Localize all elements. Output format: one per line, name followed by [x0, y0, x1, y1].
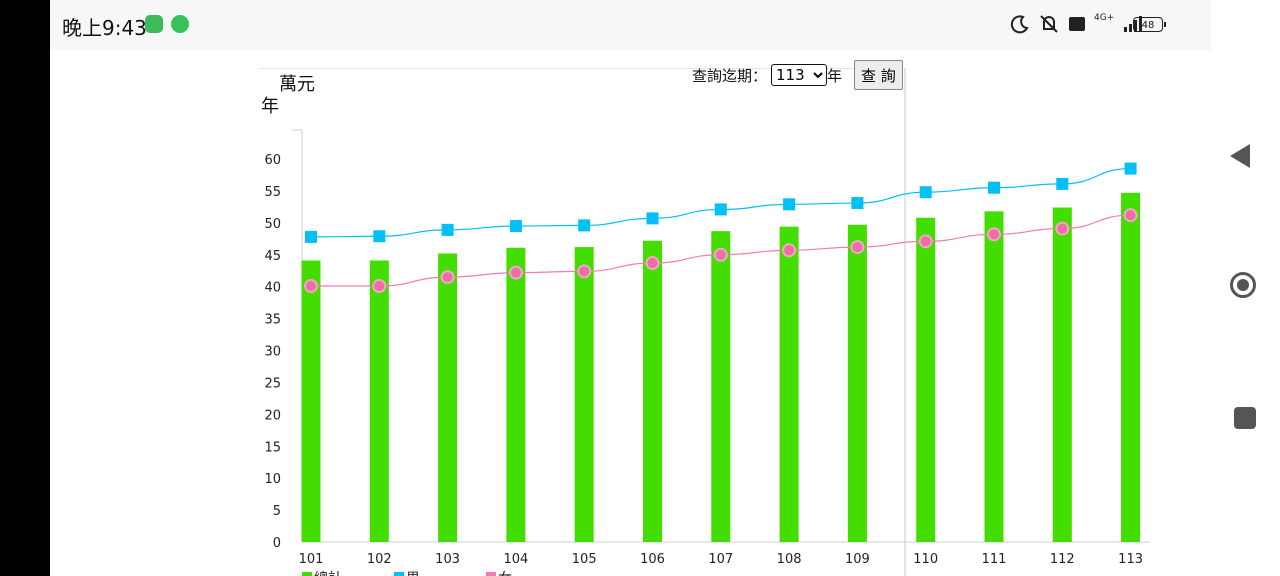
bar-total	[1121, 192, 1141, 542]
query-button[interactable]: 查 詢	[854, 60, 903, 90]
point-male	[441, 223, 454, 236]
point-male	[1124, 162, 1137, 175]
bar-total	[984, 211, 1004, 543]
point-male	[373, 230, 386, 243]
legend-label: 男	[406, 571, 420, 576]
x-tick-label: 102	[367, 552, 392, 567]
year-select[interactable]: 113	[771, 64, 828, 86]
y-tick-label: 55	[264, 185, 281, 200]
bar-total	[643, 240, 662, 542]
legend-swatch	[302, 572, 312, 576]
point-male	[714, 203, 727, 216]
point-female	[374, 281, 385, 292]
x-tick-label: 105	[572, 552, 597, 567]
point-female	[647, 258, 658, 269]
recent-apps-icon[interactable]	[1234, 407, 1256, 429]
point-male	[305, 230, 317, 243]
mute-icon	[1040, 15, 1058, 33]
point-female	[852, 242, 863, 253]
network-label: 4G+	[1094, 13, 1115, 23]
y-tick-label: 10	[264, 472, 281, 487]
bar-total	[779, 226, 799, 542]
x-tick-label: 112	[1050, 552, 1075, 567]
chart-top-border	[260, 68, 900, 69]
x-tick-label: 108	[777, 552, 802, 567]
legend-label: 總計	[314, 570, 342, 576]
x-tick-label: 113	[1118, 552, 1143, 567]
y-tick-label: 25	[264, 376, 281, 391]
bar-total	[711, 231, 731, 543]
y-tick-label: 15	[264, 440, 281, 455]
point-male	[1056, 177, 1069, 190]
line-app-icon	[145, 15, 163, 33]
x-tick-label: 111	[982, 552, 1007, 567]
y-tick-label: 45	[264, 249, 281, 264]
y-tick-label: 50	[264, 217, 281, 232]
year-suffix: 年	[827, 66, 843, 85]
point-female	[1125, 210, 1136, 221]
y-tick-label: 0	[273, 536, 281, 551]
y-tick-label: 20	[264, 408, 281, 423]
home-icon[interactable]	[1230, 272, 1256, 298]
query-label: 查詢迄期：	[692, 66, 768, 85]
y-tick-label: 40	[264, 281, 281, 296]
bar-total	[301, 260, 321, 542]
bar-total	[369, 260, 389, 542]
y-tick-label: 35	[264, 313, 281, 328]
y-axis-unit: 萬元	[279, 74, 315, 95]
point-female	[579, 266, 590, 277]
y-tick-label: 5	[273, 504, 281, 519]
point-male	[919, 186, 932, 199]
x-tick-label: 107	[708, 552, 733, 567]
status-bar: 晚上9:43 4G+ 48	[50, 0, 1211, 50]
legend-swatch	[486, 572, 496, 576]
point-female	[306, 281, 316, 292]
point-female	[1057, 223, 1068, 234]
x-axis-year-label: 年	[261, 96, 279, 117]
bar-total	[438, 253, 458, 542]
x-tick-label: 106	[640, 552, 665, 567]
y-tick-label: 30	[264, 345, 281, 360]
point-female	[442, 272, 453, 283]
bar-total	[506, 247, 526, 542]
point-female	[784, 245, 795, 256]
back-icon[interactable]	[1230, 144, 1250, 168]
line-chat-icon	[171, 15, 189, 33]
y-tick-label: 60	[264, 153, 281, 168]
legend-swatch	[394, 572, 404, 576]
point-female	[510, 267, 521, 278]
point-male	[578, 219, 591, 232]
signal-icon	[1124, 16, 1143, 32]
volte-icon	[1069, 17, 1085, 31]
point-male	[509, 220, 522, 233]
x-tick-label: 104	[503, 552, 528, 567]
line-male	[310, 167, 1131, 238]
bar-total	[1052, 207, 1072, 542]
bar-total	[847, 224, 867, 542]
moon-icon	[1010, 15, 1029, 34]
left-black-bar	[0, 0, 50, 576]
point-female	[989, 229, 999, 240]
x-tick-label: 110	[913, 552, 938, 567]
bar-total	[916, 217, 936, 542]
x-tick-label: 109	[845, 552, 870, 567]
point-female	[920, 236, 931, 247]
x-tick-label: 103	[435, 552, 460, 567]
query-bar: 查詢迄期： 113 年 查 詢	[692, 60, 903, 90]
point-female	[715, 249, 726, 260]
bar-total	[574, 247, 594, 542]
point-male	[988, 181, 1000, 194]
point-male	[851, 197, 864, 210]
x-tick-label: 101	[299, 552, 324, 567]
point-male	[646, 212, 659, 225]
status-time: 晚上9:43	[62, 16, 147, 40]
legend-label: 女	[498, 570, 512, 576]
point-male	[783, 198, 796, 211]
battery-icon: 48	[1133, 17, 1166, 32]
